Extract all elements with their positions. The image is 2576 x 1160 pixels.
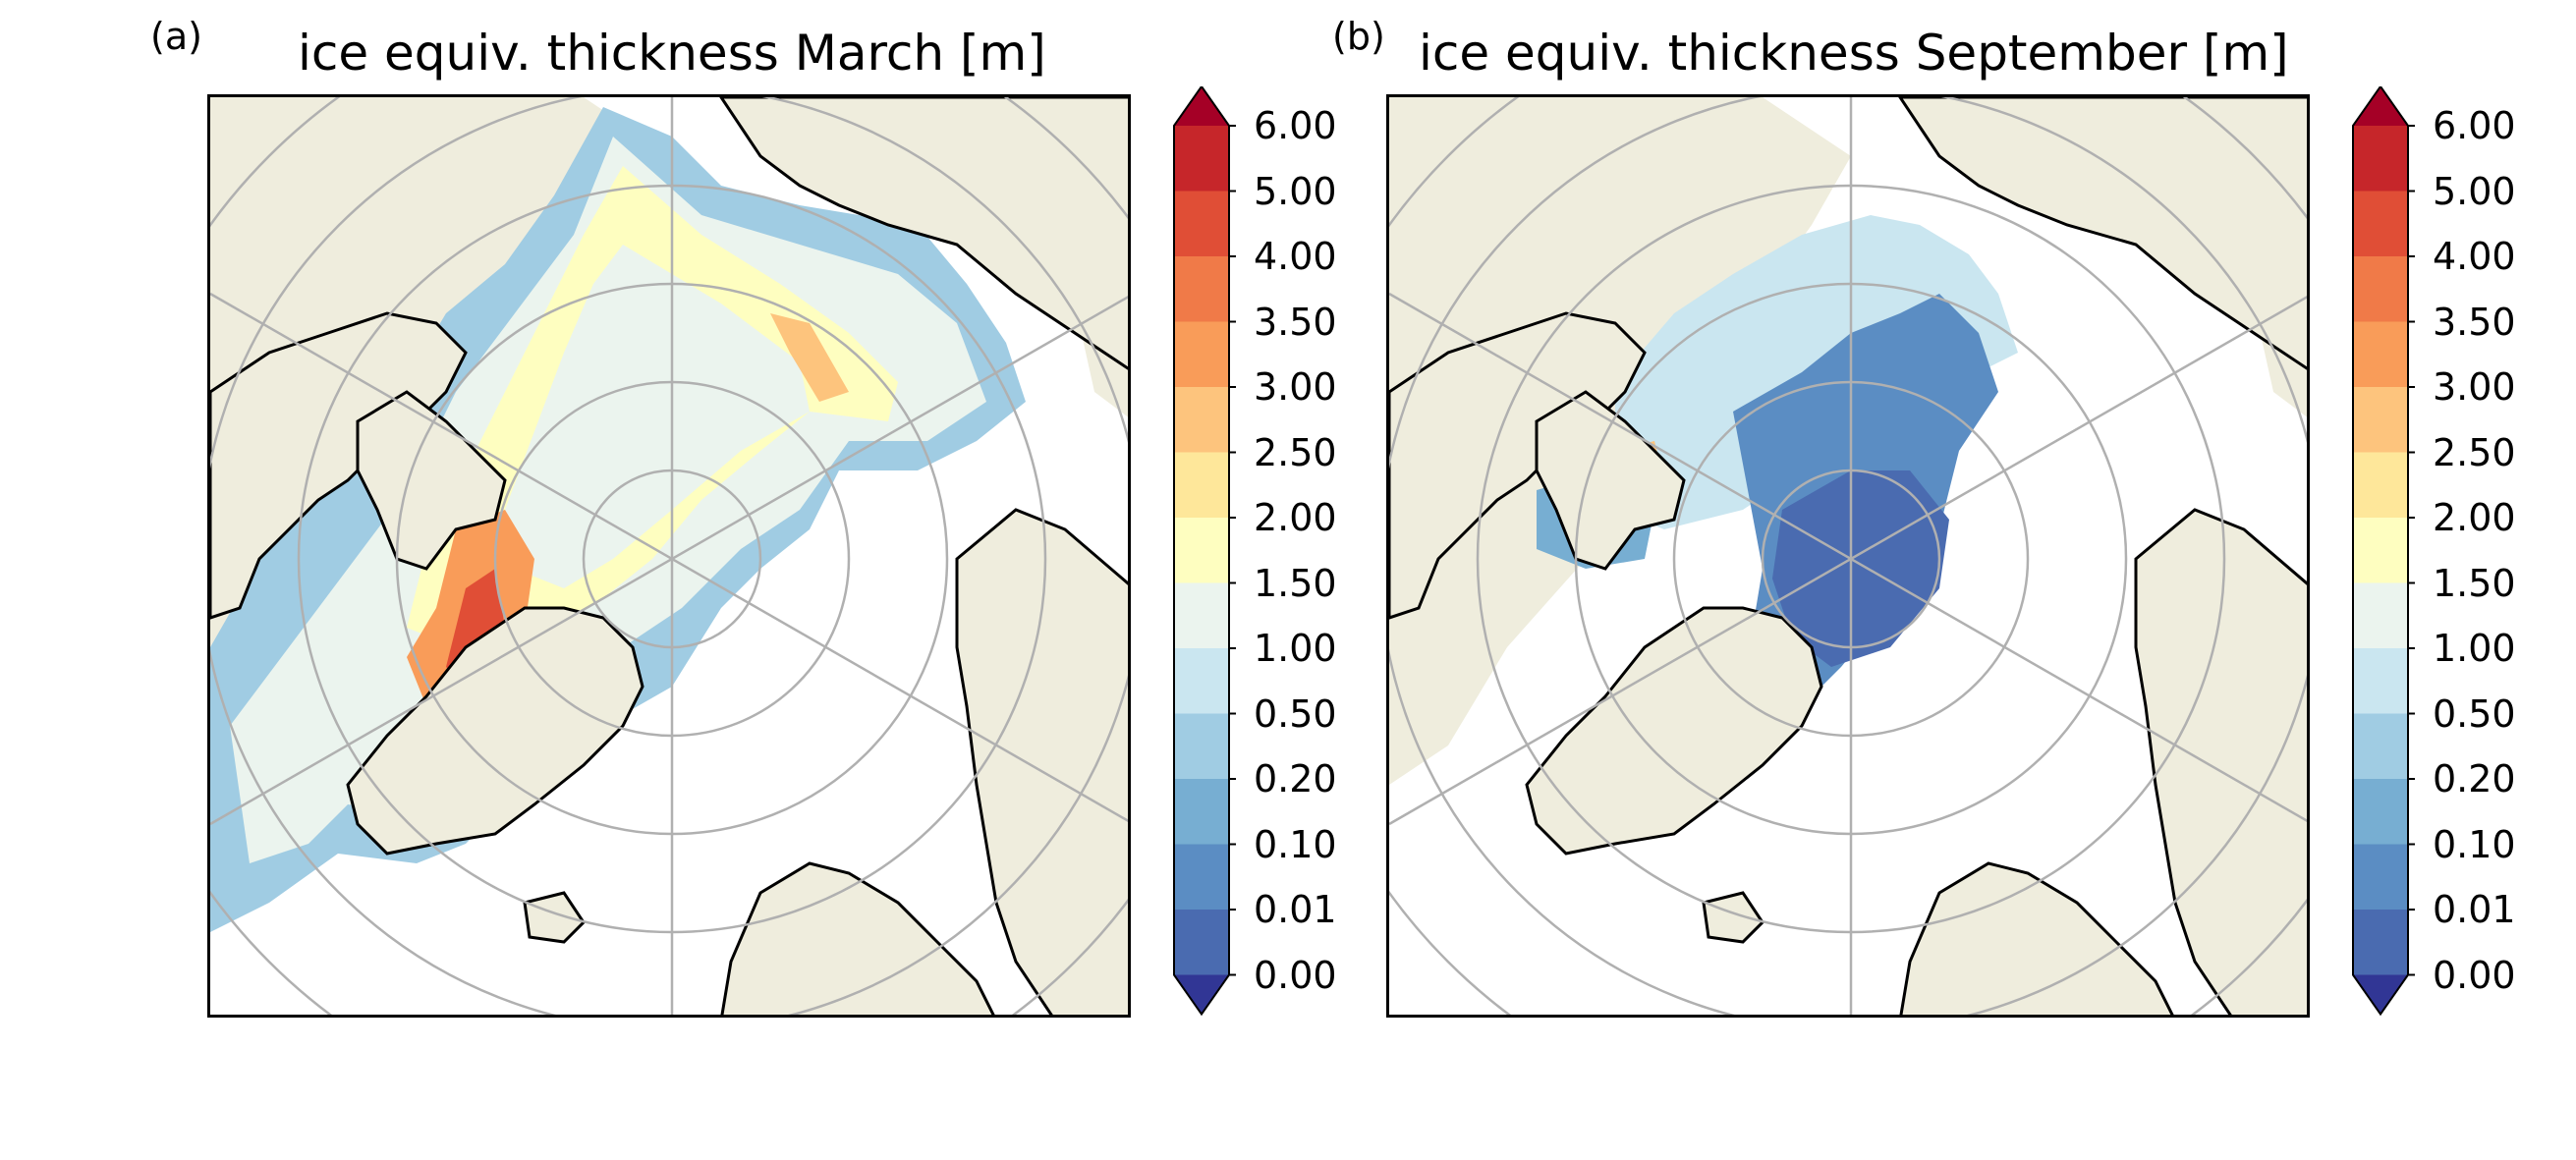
colorbar-segment xyxy=(1174,648,1229,714)
graticule xyxy=(1389,97,2307,1015)
colorbar-under-triangle xyxy=(2353,974,2408,1015)
colorbar-over-triangle xyxy=(2353,86,2408,126)
sea-ice-map-september xyxy=(1389,97,2307,1015)
colorbar-segment xyxy=(2353,844,2408,911)
colorbar-tick-label: 0.01 xyxy=(1254,888,1337,931)
colorbar-tick-label: 6.00 xyxy=(1254,104,1337,147)
colorbar-segment xyxy=(1174,387,1229,453)
colorbar-segment xyxy=(1174,191,1229,257)
panel-a-letter: (a) xyxy=(150,15,202,58)
colorbar-b-segments xyxy=(2352,86,2415,1017)
colorbar-tick-label: 2.00 xyxy=(1254,496,1337,539)
graticule xyxy=(210,97,1128,1015)
colorbar-segment xyxy=(1174,844,1229,911)
colorbar-segment xyxy=(1174,910,1229,975)
colorbar-tick-label: 2.50 xyxy=(2433,430,2516,474)
colorbar-segment xyxy=(1174,452,1229,519)
sea-ice-map-march xyxy=(210,97,1128,1015)
colorbar-segment xyxy=(1174,582,1229,649)
colorbar-segment xyxy=(2353,648,2408,714)
colorbar-tick-label: 0.00 xyxy=(1254,953,1337,997)
colorbar-segment xyxy=(2353,582,2408,649)
colorbar-over-triangle xyxy=(1174,86,1229,126)
colorbar-tick-label: 4.00 xyxy=(1254,235,1337,278)
colorbar-b xyxy=(2352,86,2415,1017)
colorbar-tick-label: 5.00 xyxy=(2433,169,2516,213)
colorbar-tick-label: 4.00 xyxy=(2433,235,2516,278)
land-canadian-archipelago xyxy=(356,390,507,571)
colorbar-tick-label: 3.00 xyxy=(1254,365,1337,409)
land-greenland xyxy=(346,606,644,856)
colorbar-a-segments xyxy=(1173,86,1236,1017)
map-panel-september xyxy=(1386,94,2310,1018)
colorbar-segment xyxy=(2353,387,2408,453)
land-scandinavia xyxy=(720,861,995,1015)
land-eurasia-east xyxy=(2134,508,2307,1015)
land-iceland xyxy=(523,891,586,944)
land-iceland xyxy=(1702,891,1764,944)
colorbar-tick-label: 0.50 xyxy=(2433,691,2516,736)
colorbar-a xyxy=(1173,86,1236,1017)
colorbar-tick-label: 2.00 xyxy=(2433,496,2516,539)
colorbar-tick-label: 0.00 xyxy=(2433,953,2516,997)
ice-pale-center xyxy=(505,245,810,588)
colorbar-tick-label: 0.50 xyxy=(1254,691,1337,736)
ice-deep-blue xyxy=(1772,470,1949,667)
colorbar-tick-label: 5.00 xyxy=(1254,169,1337,213)
colorbar-tick-label: 0.01 xyxy=(2433,888,2516,931)
colorbar-tick-label: 3.50 xyxy=(2433,300,2516,344)
land-canadian-archipelago xyxy=(1535,390,1686,571)
map-panel-march xyxy=(207,94,1131,1018)
colorbar-under-triangle xyxy=(1174,974,1229,1015)
ice-orange-coast xyxy=(770,313,849,402)
colorbar-tick-label: 0.20 xyxy=(2433,757,2516,801)
land-scandinavia xyxy=(1899,861,2174,1015)
colorbar-segment xyxy=(1174,256,1229,322)
colorbar-segment xyxy=(1174,779,1229,845)
colorbar-tick-label: 6.00 xyxy=(2433,104,2516,147)
land-greenland xyxy=(1525,606,1823,856)
colorbar-segment xyxy=(2353,191,2408,257)
colorbar-segment xyxy=(2353,910,2408,975)
panel-b-title: ice equiv. thickness September [m] xyxy=(1419,25,2289,82)
colorbar-segment xyxy=(1174,126,1229,192)
colorbar-tick-label: 1.50 xyxy=(2433,561,2516,605)
land-siberia xyxy=(719,97,1128,370)
colorbar-tick-label: 3.00 xyxy=(2433,365,2516,409)
colorbar-segment xyxy=(2353,779,2408,845)
colorbar-tick-label: 2.50 xyxy=(1254,430,1337,474)
colorbar-tick-label: 3.50 xyxy=(1254,300,1337,344)
colorbar-tick-label: 0.20 xyxy=(1254,757,1337,801)
panel-a-title: ice equiv. thickness March [m] xyxy=(298,25,1046,82)
colorbar-segment xyxy=(2353,518,2408,583)
colorbar-segment xyxy=(2353,256,2408,322)
colorbar-segment xyxy=(2353,452,2408,519)
colorbar-segment xyxy=(1174,518,1229,583)
colorbar-tick-label: 0.10 xyxy=(1254,822,1337,866)
colorbar-tick-label: 1.00 xyxy=(2433,627,2516,670)
colorbar-segment xyxy=(2353,321,2408,388)
colorbar-tick-label: 0.10 xyxy=(2433,822,2516,866)
colorbar-segment xyxy=(1174,321,1229,388)
colorbar-segment xyxy=(1174,713,1229,780)
land-eurasia-east xyxy=(955,508,1128,1015)
colorbar-tick-label: 1.00 xyxy=(1254,627,1337,670)
panel-b-letter: (b) xyxy=(1332,15,1385,58)
colorbar-tick-label: 1.50 xyxy=(1254,561,1337,605)
colorbar-segment xyxy=(2353,126,2408,192)
land-siberia xyxy=(1898,97,2307,370)
colorbar-segment xyxy=(2353,713,2408,780)
